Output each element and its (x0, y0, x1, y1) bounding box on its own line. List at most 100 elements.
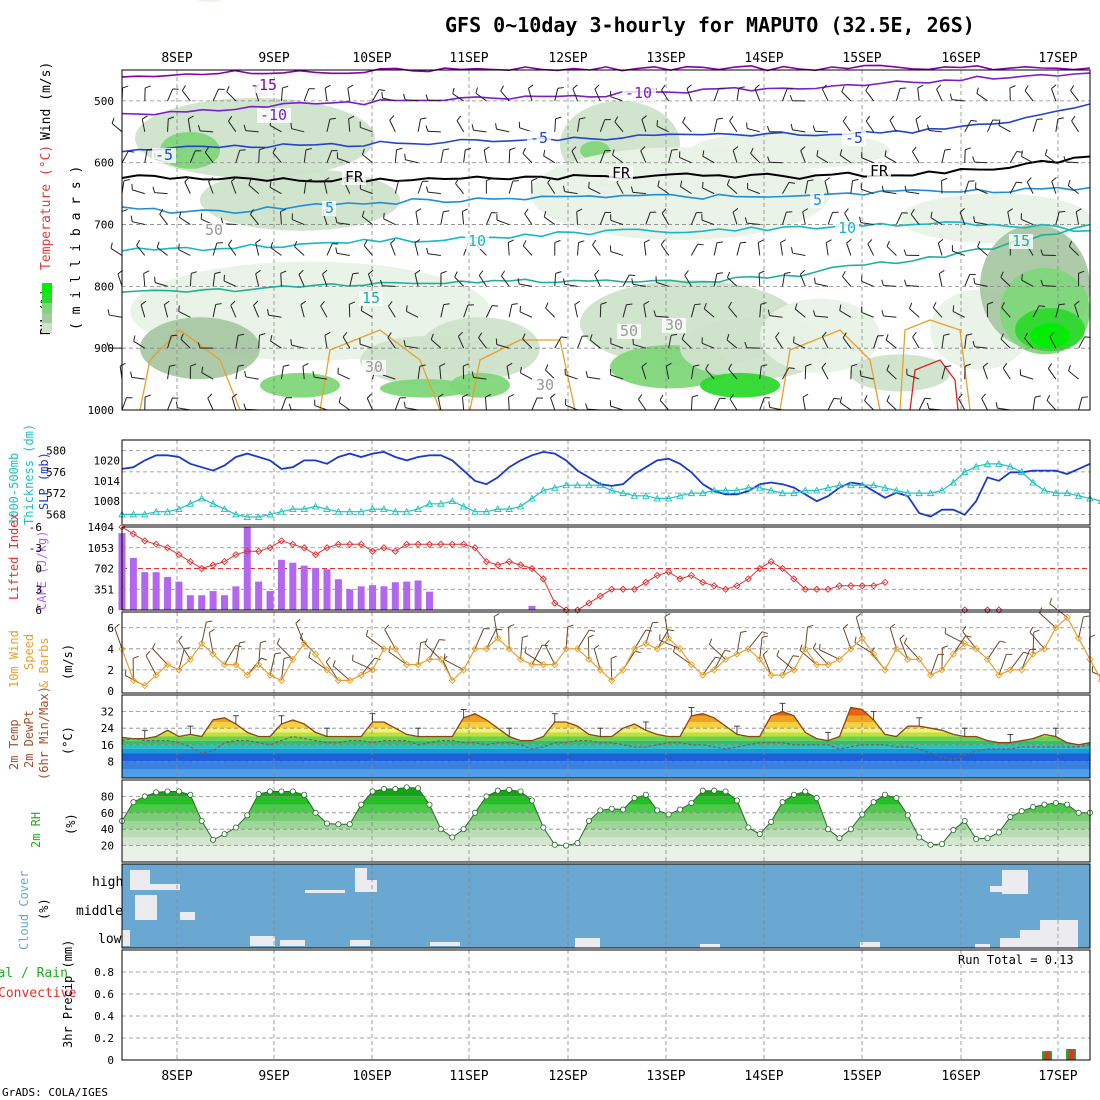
wind-tick-label: 2 (107, 664, 114, 677)
wind-barb (1070, 90, 1080, 102)
wind10m-barb-flag (308, 651, 311, 658)
thickness-point (243, 513, 252, 520)
wind-barb-flag (520, 366, 522, 373)
wind-barb (727, 277, 738, 287)
wind-barb (645, 212, 651, 225)
thickness-label-1: 1000-500mb (7, 453, 21, 525)
wind-barb-flag (805, 363, 812, 367)
wind-barb-flag (414, 239, 421, 244)
wind-barb (167, 335, 172, 349)
wind-barb-flag (106, 342, 110, 349)
wind-barb (610, 96, 624, 102)
contour-label-bg (322, 201, 336, 216)
cape-bar (175, 581, 183, 610)
wind-barb (414, 273, 419, 287)
wind-barb (483, 149, 487, 163)
isotherm-FR (121, 155, 1091, 183)
wind-barb (140, 304, 146, 318)
wind-barb-flag (852, 178, 859, 182)
rh2m-point (1018, 808, 1025, 815)
contour-label: FR (345, 168, 364, 186)
thickness-point (1040, 486, 1049, 494)
wind-barb-flag (175, 401, 179, 408)
wind-barb (519, 311, 533, 318)
thickness-point (494, 505, 502, 513)
thickness-point (653, 494, 662, 502)
wind-speed-point (323, 666, 331, 674)
wind10m-barb-flag (593, 644, 600, 650)
wind-barb-flag (361, 148, 365, 155)
wind-barb (592, 244, 601, 256)
thickness-point (767, 486, 775, 494)
rh2m-point (380, 786, 387, 793)
rh2m-point (961, 818, 968, 825)
wind-speed-point (824, 660, 832, 669)
wind-barb-flag (305, 148, 312, 151)
wind-barb-flag (452, 87, 455, 94)
wind-speed-point (243, 671, 251, 679)
li-point (357, 540, 365, 548)
wind-barb-flag (851, 363, 858, 367)
wind-barb-flag (1002, 363, 1008, 369)
wind10m-frame (121, 611, 1091, 694)
wind-barb (300, 304, 305, 318)
wind-barb (701, 219, 715, 226)
wind-speed-point (642, 639, 650, 648)
wind-barb (599, 304, 602, 318)
wind-barb (912, 336, 920, 349)
temp-band (122, 715, 1090, 722)
rh2m-point (483, 793, 490, 800)
wind-barb (958, 398, 966, 411)
thickness-point (323, 505, 331, 513)
wind-barb-flag (903, 249, 907, 256)
wind-speed-point (858, 634, 866, 642)
precip-frame (121, 949, 1091, 1061)
wind-barb (154, 282, 168, 287)
rh2m-point (369, 788, 376, 795)
wind10m-barb-flag (792, 655, 799, 658)
wind-barb (550, 397, 556, 411)
wind-barb (959, 212, 966, 225)
wind-barb (571, 150, 578, 163)
rh2m-units: (%) (64, 813, 78, 835)
rh2m-tick-label: 40 (101, 823, 114, 836)
wind-barb-flag (588, 181, 590, 188)
wind-barb-flag (732, 208, 739, 213)
wind10m-barb-flag (178, 635, 183, 642)
thickness-point (642, 491, 650, 499)
contour-label: -10 (260, 106, 287, 124)
thickness-labels: 1000-500mb Thickness (dm) SLP (mb) (7, 424, 51, 525)
cloud-block (122, 930, 130, 946)
wind-barb (873, 335, 879, 349)
wind-barb-flag (188, 115, 194, 120)
wind-barb (484, 397, 487, 411)
thickness-point (197, 494, 206, 502)
wind-barb (455, 183, 465, 194)
contour-label: FR (612, 164, 631, 182)
wind-barb (347, 87, 351, 101)
wind-label: Wind (m/s) (39, 62, 54, 140)
wind-barb-flag (517, 278, 520, 285)
wind-barb (759, 366, 762, 380)
wind-barb (1071, 120, 1080, 133)
wind-barb (1067, 185, 1079, 195)
wind-barb (729, 398, 738, 411)
wind-barb-flag (208, 177, 214, 182)
thickness-point (824, 483, 832, 491)
wind-speed-point (551, 660, 559, 669)
wind-barb-flag (952, 305, 955, 312)
wind-barb-flag (802, 208, 809, 213)
wind10m-barb-flag (299, 632, 304, 639)
wind-barb (895, 212, 903, 225)
wind-barb (326, 119, 331, 132)
li-point (881, 578, 889, 586)
wind-speed-point (687, 660, 696, 669)
thickness-point (744, 483, 753, 491)
contour-label-bg (842, 131, 866, 146)
cloud-block (575, 938, 600, 948)
wind10m-barb-flag (261, 657, 268, 661)
rh2m-point (870, 799, 877, 806)
contour-label: 30 (365, 358, 383, 376)
date-label-bottom: 13SEP (646, 1069, 685, 1084)
wind-barb (690, 366, 694, 380)
